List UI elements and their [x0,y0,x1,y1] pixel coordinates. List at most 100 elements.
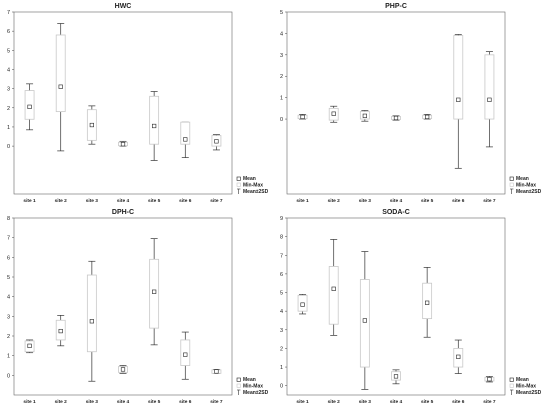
x-tick-label: site 7 [210,198,223,204]
x-tick-label: site 4 [117,399,130,405]
box-site-2 [55,315,66,347]
mean-point [425,300,430,305]
box-site-5 [422,267,433,338]
x-tick-label: site 2 [55,198,68,204]
mean-point [393,374,399,379]
box-site-4 [391,115,401,121]
y-tick-label: 1 [280,365,283,371]
legend-minmax-marker [509,182,514,187]
mean-point [487,97,492,102]
chart-title: PHP-C [385,3,407,10]
range-box [180,121,191,145]
y-tick-label: 2 [7,106,10,112]
legend-sd-label: Mean±2SD [516,189,542,195]
mean-point [425,114,430,120]
y-tick-label: 1 [7,125,10,131]
box-site-2 [328,105,339,123]
range-box [328,266,339,325]
y-tick-label: 7 [7,236,10,242]
legend-minmax-label: Min-Max [516,183,536,189]
mean-point [214,369,219,374]
box-site-7 [211,134,222,151]
mean-point [89,122,94,128]
y-tick-label: 3 [280,53,283,59]
mean-point [456,97,461,102]
box-site-3 [359,251,370,390]
mean-point [27,104,32,109]
y-tick-label: 6 [7,255,10,261]
y-tick-label: 0 [280,384,283,390]
y-tick-label: 4 [280,309,283,315]
y-tick-label: 6 [7,29,10,35]
range-box [359,279,370,368]
box-site-7 [484,376,495,383]
y-tick-label: 4 [280,31,283,37]
plot-frame [13,11,233,195]
mean-point [120,367,126,372]
y-tick-label: 4 [7,295,10,301]
x-tick-label: site 4 [390,198,403,204]
box-site-2 [328,239,339,336]
box-site-1 [297,113,308,120]
x-tick-label: site 6 [452,198,465,204]
box-site-6 [180,121,191,158]
legend-mean-marker [509,176,514,181]
mean-point [362,318,367,323]
x-tick-label: site 3 [359,198,372,204]
x-tick-label: site 7 [483,198,496,204]
x-tick-label: site 6 [452,399,465,405]
y-tick-label: 5 [7,48,10,54]
mean-point [152,123,157,129]
x-tick-label: site 3 [86,198,99,204]
legend-sd-label: Mean±2SD [243,390,269,396]
x-tick-label: site 1 [23,399,36,405]
box-site-5 [422,113,433,120]
mean-point [487,377,492,382]
range-box [484,54,495,120]
box-site-6 [180,331,191,380]
x-tick-label: site 6 [179,198,192,204]
mean-point [58,84,63,89]
x-tick-label: site 1 [23,198,36,204]
x-tick-label: site 5 [148,399,161,405]
y-tick-label: 5 [280,291,283,297]
chart-panel-4: SODA-C 0 1 2 3 4 5 6 7 8 9 site 1 site 2 site 3 site 4… [280,209,542,405]
y-tick-label: 3 [7,314,10,320]
box-site-7 [484,51,495,148]
box-site-4 [391,369,401,385]
box-site-7 [211,369,222,374]
legend-mean-label: Mean [516,176,529,182]
box-site-5 [149,238,160,346]
mean-point [58,328,63,334]
chart-title: DPH-C [112,209,134,216]
y-tick-label: 2 [7,334,10,340]
mean-point [214,139,219,144]
x-tick-label: site 4 [390,399,403,405]
chart-panel-3: DPH-C 0 1 2 3 4 5 6 7 8 site 1 site 2 site 3 site 4 si… [7,209,269,405]
box-site-1 [24,83,35,131]
box-site-1 [297,294,308,315]
chart-title: SODA-C [382,209,410,216]
box-site-3 [86,105,97,145]
x-tick-label: site 3 [359,399,372,405]
mean-point [331,111,336,116]
box-site-4 [118,140,128,147]
legend-mean-marker [509,377,514,382]
y-tick-label: 4 [7,67,10,73]
range-box [149,95,160,145]
x-tick-label: site 5 [148,198,161,204]
chart-title: HWC [115,3,132,10]
y-tick-label: 9 [280,216,283,222]
legend-minmax-marker [509,383,514,388]
mean-point [300,302,305,307]
chart-panel-1: HWC 0 1 2 3 4 5 6 7 site 1 site 2 site 3 site 4 site … [7,3,269,204]
y-tick-label: 3 [280,328,283,334]
box-site-3 [86,260,97,382]
x-tick-label: site 1 [296,399,309,405]
x-tick-label: site 2 [55,399,68,405]
y-tick-label: 8 [280,235,283,241]
legend-sd-label: Mean±2SD [516,390,542,396]
